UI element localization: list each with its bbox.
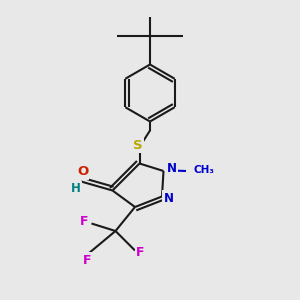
Text: F: F [136, 246, 145, 260]
Text: N: N [167, 162, 177, 175]
Text: F: F [80, 214, 88, 228]
Text: F: F [83, 254, 91, 267]
Text: O: O [77, 165, 88, 178]
Text: CH₃: CH₃ [194, 165, 214, 176]
Text: H: H [71, 182, 80, 196]
Text: S: S [133, 139, 143, 152]
Text: N: N [164, 191, 174, 205]
